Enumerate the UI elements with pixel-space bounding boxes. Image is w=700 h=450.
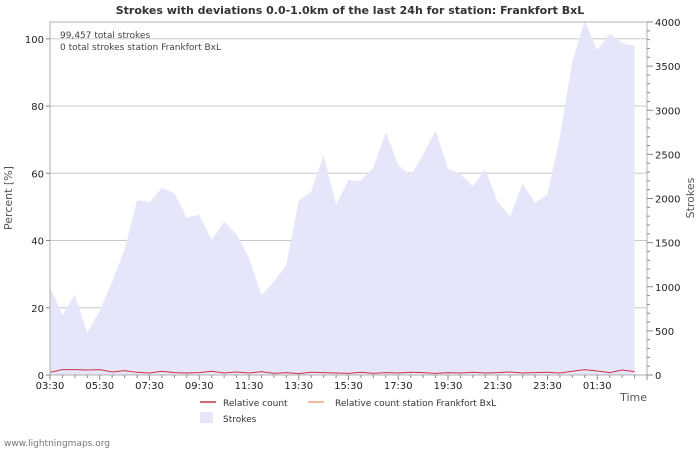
right-tick-label-500: 500 bbox=[655, 327, 674, 338]
x-tick-label-01:30: 01:30 bbox=[583, 381, 612, 392]
right-tick-label-2500: 2500 bbox=[655, 150, 680, 161]
annotation-station-strokes: 0 total strokes station Frankfort BxL bbox=[60, 43, 221, 53]
x-tick-label-19:30: 19:30 bbox=[434, 381, 463, 392]
x-tick-label-15:30: 15:30 bbox=[334, 381, 363, 392]
chart-title: Strokes with deviations 0.0-1.0km of the… bbox=[116, 4, 584, 17]
legend-relative-count-station-label: Relative count station Frankfort BxL bbox=[335, 399, 496, 409]
relative-count-line bbox=[49, 369, 635, 375]
left-tick-label-60: 60 bbox=[31, 169, 44, 180]
left-tick-label-0: 0 bbox=[38, 371, 44, 382]
legend-strokes-swatch bbox=[200, 412, 213, 423]
x-tick-label-03:30: 03:30 bbox=[36, 381, 65, 392]
x-tick-label-17:30: 17:30 bbox=[384, 381, 413, 392]
x-tick-label-23:30: 23:30 bbox=[533, 381, 562, 392]
footer-credit: www.lightningmaps.org bbox=[4, 439, 110, 449]
left-tick-label-80: 80 bbox=[31, 102, 44, 113]
right-tick-label-1000: 1000 bbox=[655, 283, 680, 294]
right-tick-label-3500: 3500 bbox=[655, 62, 680, 73]
left-tick-label-20: 20 bbox=[31, 304, 44, 315]
right-tick-label-2000: 2000 bbox=[655, 195, 680, 206]
y-axis-left-label: Percent [%] bbox=[2, 166, 15, 230]
right-tick-label-4000: 4000 bbox=[655, 18, 680, 29]
left-tick-label-100: 100 bbox=[25, 35, 44, 46]
left-axis-ticks: 0 20 40 60 80 100 bbox=[25, 35, 50, 382]
right-tick-label-0: 0 bbox=[655, 371, 661, 382]
right-axis-ticks: 0 500 1000 1500 2000 2500 3000 3500 4000 bbox=[647, 18, 680, 382]
annotation-total-strokes: 99,457 total strokes bbox=[60, 31, 150, 41]
right-tick-label-3000: 3000 bbox=[655, 106, 680, 117]
strokes-area-layer bbox=[50, 21, 635, 376]
left-tick-label-40: 40 bbox=[31, 237, 44, 248]
legend-strokes-label: Strokes bbox=[223, 415, 257, 425]
y-axis-right-label: Strokes bbox=[684, 177, 697, 218]
x-axis-ticks: 03:30 05:30 07:30 09:30 11:30 13:30 15:30 17:30… bbox=[36, 375, 648, 392]
x-tick-label-21:30: 21:30 bbox=[483, 381, 512, 392]
x-tick-label-11:30: 11:30 bbox=[235, 381, 264, 392]
right-tick-label-1500: 1500 bbox=[655, 239, 680, 250]
x-tick-label-09:30: 09:30 bbox=[185, 381, 214, 392]
x-axis-label: Time bbox=[619, 391, 647, 404]
legend-relative-count-label: Relative count bbox=[223, 399, 288, 409]
strokes-area bbox=[50, 21, 635, 376]
x-tick-label-07:30: 07:30 bbox=[135, 381, 164, 392]
x-tick-label-13:30: 13:30 bbox=[284, 381, 313, 392]
legend: Relative count Relative count station Fr… bbox=[200, 399, 496, 425]
x-tick-label-05:30: 05:30 bbox=[85, 381, 114, 392]
